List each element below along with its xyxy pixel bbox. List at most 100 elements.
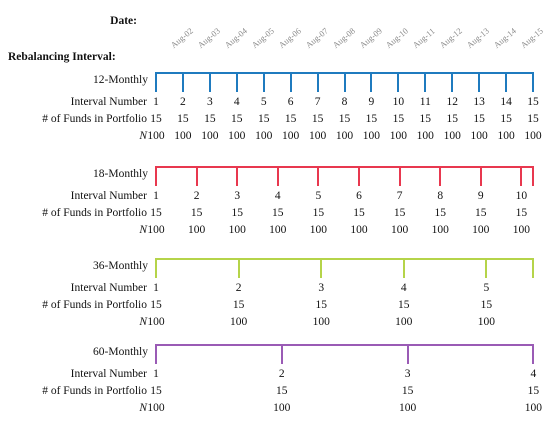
- sample-size: 100: [255, 130, 273, 142]
- date-label: Aug-07: [303, 25, 330, 50]
- funds-in-portfolio-label: # of Funds in Portfolio: [42, 207, 147, 219]
- fund-count: 15: [515, 207, 528, 219]
- interval-number-label: Interval Number: [70, 190, 147, 202]
- fund-count: 15: [392, 113, 405, 125]
- interval-tick: [439, 166, 442, 186]
- sample-size: 100: [389, 130, 407, 142]
- rebalancing-interval-label: Rebalancing Interval:: [8, 51, 116, 63]
- sample-size: 100: [350, 224, 368, 236]
- interval-tick: [236, 166, 239, 186]
- date-header-label: Date:: [110, 15, 137, 27]
- interval-tick: [343, 72, 346, 92]
- panel-title: 36-Monthly: [93, 260, 148, 272]
- sample-size: 100: [362, 130, 381, 142]
- interval-number: 13: [473, 96, 485, 108]
- sample-size: 100: [147, 402, 165, 414]
- date-label: Aug-12: [437, 25, 465, 50]
- sample-size: 100: [308, 130, 327, 142]
- fund-count: 15: [312, 207, 325, 219]
- sample-size: 100: [524, 402, 543, 414]
- fund-count: 15: [419, 113, 432, 125]
- interval-number: 1: [153, 190, 159, 202]
- interval-tick: [280, 344, 283, 364]
- interval-number-label: Interval Number: [70, 96, 147, 108]
- sample-size: 100: [174, 130, 192, 142]
- interval-number: 11: [419, 96, 431, 108]
- funds-in-portfolio-label: # of Funds in Portfolio: [42, 385, 147, 397]
- interval-number: 3: [318, 282, 325, 294]
- interval-number: 3: [404, 368, 411, 380]
- fund-count: 15: [272, 207, 284, 219]
- date-label: Aug-14: [491, 25, 519, 50]
- interval-number: 8: [341, 96, 348, 108]
- fund-count: 15: [365, 113, 378, 125]
- fund-count: 15: [315, 299, 327, 311]
- fund-count: 15: [276, 385, 288, 397]
- interval-timeline-bar: [155, 344, 534, 346]
- interval-number: 4: [400, 282, 407, 294]
- funds-in-portfolio-label: # of Funds in Portfolio: [42, 299, 147, 311]
- interval-number: 2: [235, 282, 242, 294]
- interval-number: 2: [180, 96, 186, 108]
- interval-number: 6: [356, 190, 362, 202]
- fund-count: 15: [527, 385, 540, 397]
- sample-size: 100: [395, 316, 413, 328]
- sample-size: 100: [312, 316, 330, 328]
- sample-size: 100: [497, 130, 515, 142]
- sample-size: 100: [147, 316, 165, 328]
- interval-number: 6: [287, 96, 294, 108]
- sample-size: 100: [229, 316, 248, 328]
- interval-tick: [520, 166, 523, 186]
- interval-tick: [155, 166, 157, 186]
- interval-tick: [155, 258, 157, 278]
- interval-tick: [208, 72, 211, 92]
- fund-count: 15: [177, 113, 189, 125]
- interval-tick: [320, 258, 323, 278]
- interval-tick: [155, 344, 157, 364]
- interval-number: 15: [527, 96, 539, 108]
- interval-number-label: Interval Number: [70, 282, 147, 294]
- interval-tick: [289, 72, 292, 92]
- interval-number: 3: [234, 190, 241, 202]
- sample-size: 100: [147, 224, 165, 236]
- interval-number: 10: [515, 190, 528, 202]
- interval-number: 7: [396, 190, 403, 202]
- sample-size: 100: [282, 130, 300, 142]
- fund-count: 15: [231, 207, 243, 219]
- date-label: Aug-02: [168, 25, 195, 50]
- fund-count: 15: [284, 113, 297, 125]
- fund-count: 15: [393, 207, 406, 219]
- date-label: Aug-06: [276, 25, 303, 50]
- date-label: Aug-13: [464, 25, 492, 50]
- interval-tick: [276, 166, 279, 186]
- sample-size: 100: [335, 130, 354, 142]
- interval-tick: [237, 258, 240, 278]
- sample-size: 100: [228, 130, 246, 142]
- interval-tick: [370, 72, 373, 92]
- interval-tick: [478, 72, 481, 92]
- sample-size: 100: [201, 130, 219, 142]
- interval-number-label: Interval Number: [70, 368, 147, 380]
- interval-number: 9: [368, 96, 375, 108]
- interval-number: 4: [274, 190, 281, 202]
- sample-size: 100: [512, 224, 531, 236]
- date-label: Aug-11: [410, 25, 437, 50]
- interval-tick: [397, 72, 400, 92]
- interval-number: 3: [206, 96, 213, 108]
- interval-tick: [195, 166, 198, 186]
- interval-number: 5: [483, 282, 490, 294]
- interval-number: 10: [392, 96, 405, 108]
- interval-tick: [181, 72, 184, 92]
- sample-size: 100: [470, 130, 488, 142]
- panel-title: 12-Monthly: [93, 74, 148, 86]
- interval-tick: [424, 72, 427, 92]
- interval-number: 5: [315, 190, 322, 202]
- n-label: N: [139, 130, 147, 142]
- fund-count: 15: [500, 113, 512, 125]
- fund-count: 15: [353, 207, 365, 219]
- interval-tick: [398, 166, 401, 186]
- sample-size: 100: [472, 224, 490, 236]
- fund-count: 15: [446, 113, 458, 125]
- interval-number: 7: [314, 96, 321, 108]
